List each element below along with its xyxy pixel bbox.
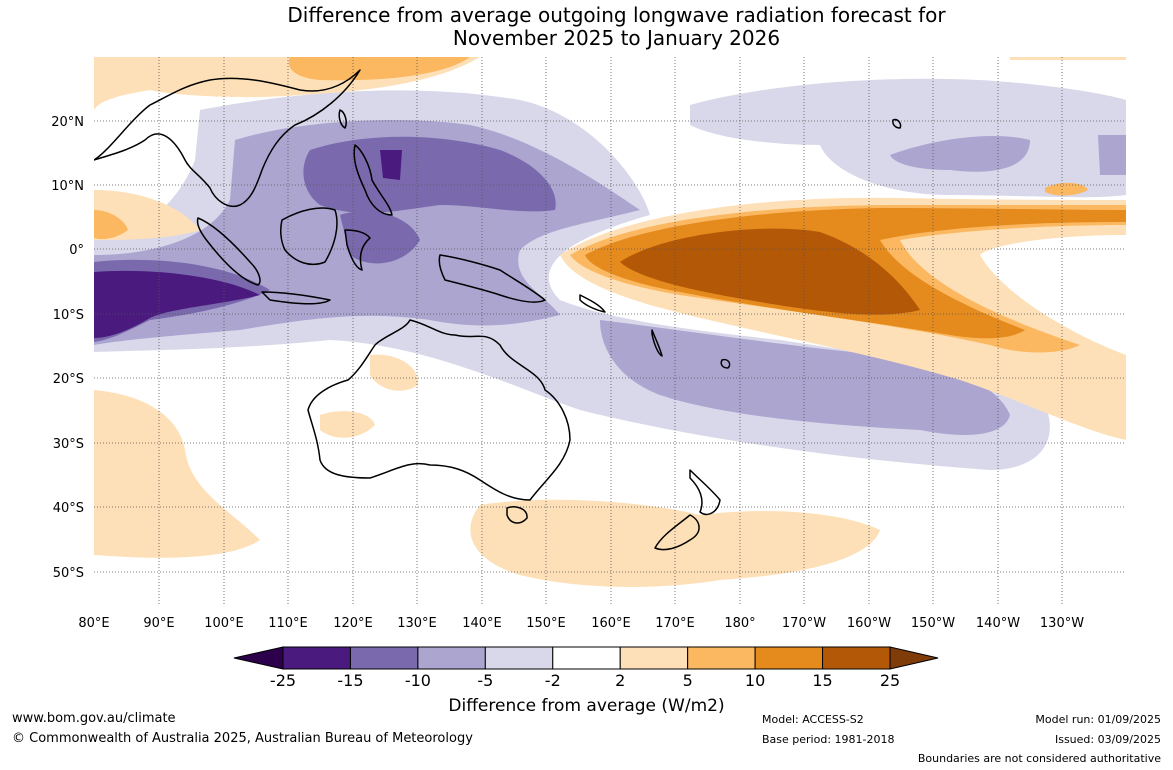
latitude-label: 40°S [53, 501, 84, 516]
longitude-label: 130°W [1040, 616, 1084, 631]
coastline-asia-mainland [94, 69, 361, 207]
longitude-label: 100°E [204, 616, 244, 631]
colorbar-swatch [687, 646, 756, 670]
title-line-1: Difference from average outgoing longwav… [287, 3, 946, 27]
footer-model: Model: ACCESS-S2 [762, 713, 864, 726]
coastlines [94, 69, 902, 551]
longitude-label: 180° [724, 616, 755, 631]
field-mid-orange-small [1045, 182, 1088, 196]
field-dark-purple-indonesia [340, 211, 420, 264]
coastline-borneo [280, 207, 338, 266]
field-darkest-orange-equatorial [620, 228, 920, 315]
colorbar-tick-label: 15 [812, 671, 832, 690]
longitude-label: 140°E [462, 616, 502, 631]
colorbar-swatch [484, 646, 554, 670]
longitude-label: 110°E [268, 616, 308, 631]
colorbar-extend-low [233, 646, 284, 670]
colorbar-tick-label: 2 [615, 671, 625, 690]
latitude-label: 20°S [53, 372, 84, 387]
latitude-label: 50°S [53, 566, 84, 581]
colorbar-title: Difference from average (W/m2) [448, 696, 725, 716]
field-mid-orange-north [288, 57, 470, 81]
coastline-solomon-islands [579, 294, 606, 313]
colorbar-tick-label: -10 [405, 671, 431, 690]
coastline-new-zealand-north [689, 469, 721, 516]
colorbar-swatch [282, 646, 351, 670]
field-light-orange-northeast [1010, 57, 1126, 60]
field-deepest-purple-philippines [380, 150, 402, 180]
axis-labels: 20°N 10°N 0° 10°S 20°S 30°S 40°S 50°S 80°E 90°E 10… [51, 115, 1084, 631]
field-mid-orange-west [94, 210, 128, 240]
title-line-2: November 2025 to January 2026 [452, 26, 781, 50]
coastline-new-guinea [438, 254, 546, 303]
colorbar: -25 -15 -10 -5 -2 2 5 10 15 25 [233, 646, 939, 690]
field-deepest-purple-indian-ocean [94, 270, 260, 338]
map-title: Difference from average outgoing longwav… [0, 4, 1173, 50]
colorbar-tick-label: -15 [337, 671, 363, 690]
graticule [94, 57, 1126, 605]
longitude-label: 160°E [591, 616, 631, 631]
coastline-java [261, 291, 331, 305]
colorbar-swatch [822, 646, 891, 670]
latitude-label: 30°S [53, 437, 84, 452]
longitude-label: 140°W [976, 616, 1020, 631]
longitude-label: 80°E [78, 616, 109, 631]
field-mid-purple-east [1098, 135, 1126, 175]
longitude-label: 170°W [782, 616, 826, 631]
field-mid-purple-north-pacific [890, 135, 1030, 172]
colorbar-swatch [417, 646, 486, 670]
coastline-australia [307, 319, 571, 501]
field-mid-purple-south-pacific [600, 320, 1010, 435]
longitude-label: 150°W [911, 616, 955, 631]
colorbar-swatch [619, 646, 689, 670]
latitude-label: 20°N [51, 115, 84, 130]
colorbar-tick-label: -2 [545, 671, 561, 690]
latitude-label: 10°N [51, 179, 84, 194]
footer-issued: Issued: 03/09/2025 [1054, 733, 1161, 746]
colorbar-swatch [754, 646, 824, 670]
longitude-label: 130°E [397, 616, 437, 631]
field-light-orange-sea-indian-ocean [94, 390, 260, 558]
colorbar-tick-label: 10 [745, 671, 765, 690]
longitude-label: 90°E [143, 616, 174, 631]
field-light-orange-australia-north [370, 354, 419, 391]
colorbar-swatch [349, 646, 419, 670]
colorbar-tick-label: 5 [683, 671, 693, 690]
coastline-taiwan [338, 109, 347, 129]
footer-url: www.bom.gov.au/climate [12, 711, 176, 726]
map-fields [94, 57, 1126, 587]
field-light-orange-australia-west [320, 411, 375, 438]
coastline-tasmania [506, 506, 528, 524]
coastline-fiji [720, 358, 731, 369]
coastline-new-zealand-south [654, 514, 700, 551]
latitude-label: 10°S [53, 308, 84, 323]
footer-base-period: Base period: 1981-2018 [762, 733, 895, 746]
colorbar-tick-label: -5 [477, 671, 493, 690]
longitude-label: 150°E [526, 616, 566, 631]
footer-model-run: Model run: 01/09/2025 [1035, 713, 1161, 726]
coastline-hawaii [892, 118, 902, 129]
coastline-philippines [353, 144, 393, 216]
coastline-sumatra [196, 217, 261, 286]
footer-copyright: © Commonwealth of Australia 2025, Austra… [12, 731, 473, 746]
coastline-sulawesi [344, 229, 371, 271]
field-light-purple-north-pacific [690, 78, 1126, 198]
colorbar-tick-label: -25 [270, 671, 296, 690]
latitude-label: 0° [69, 243, 84, 258]
coastline-vanuatu [651, 329, 663, 357]
colorbar-tick-label: 25 [880, 671, 900, 690]
longitude-label: 160°W [847, 616, 891, 631]
longitude-label: 120°E [333, 616, 373, 631]
longitude-label: 170°E [655, 616, 695, 631]
footer-disclaimer: Boundaries are not considered authoritat… [917, 752, 1161, 765]
colorbar-extend-high [889, 646, 939, 670]
colorbar-swatch [552, 646, 621, 670]
